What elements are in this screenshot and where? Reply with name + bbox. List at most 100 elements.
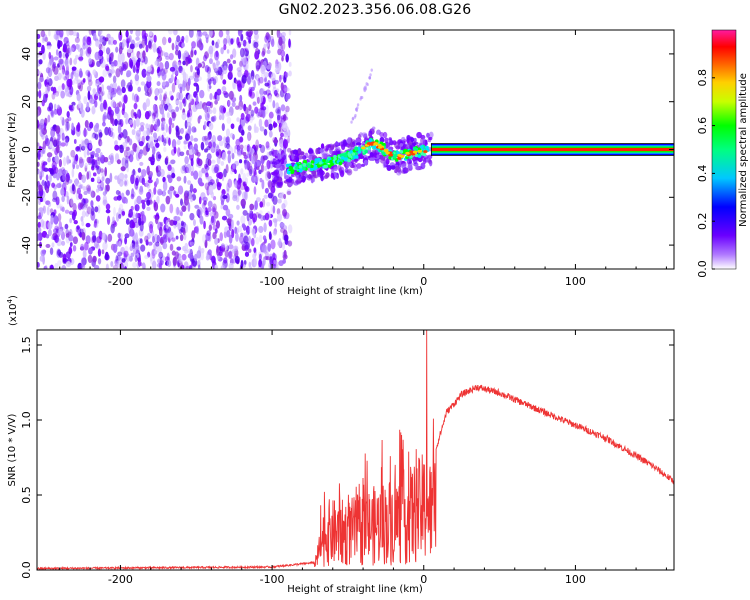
noise-speckle: [45, 174, 49, 181]
noise-speckle: [166, 111, 170, 119]
noise-speckle: [233, 245, 239, 251]
noise-speckle: [188, 30, 194, 38]
noise-speckle: [127, 36, 131, 42]
noise-speckle: [135, 30, 141, 38]
noise-speckle: [180, 211, 183, 217]
noise-speckle: [130, 174, 135, 185]
noise-speckle: [197, 177, 203, 185]
noise-speckle: [171, 138, 177, 149]
transition-speckle: [410, 137, 415, 143]
noise-speckle: [171, 172, 176, 179]
noise-speckle: [239, 47, 245, 58]
transition-speckle: [274, 149, 280, 156]
snr-x-tick-label: 0: [420, 573, 427, 586]
noise-speckle: [205, 172, 209, 178]
noise-speckle: [108, 39, 111, 45]
noise-speckle: [236, 204, 240, 210]
noise-speckle: [60, 142, 66, 147]
noise-speckle: [218, 171, 223, 180]
noise-speckle: [70, 197, 74, 207]
noise-speckle: [92, 108, 96, 114]
noise-speckle: [189, 212, 195, 221]
signal-hotspot: [409, 150, 414, 154]
noise-speckle: [142, 50, 146, 60]
noise-speckle: [166, 259, 172, 268]
signal-speckle: [310, 160, 315, 164]
transition-speckle: [315, 147, 319, 155]
noise-speckle: [43, 265, 48, 269]
noise-speckle: [105, 203, 111, 210]
noise-speckle: [236, 67, 242, 72]
noise-speckle: [182, 71, 187, 81]
noise-speckle: [96, 236, 102, 244]
noise-speckle: [55, 49, 59, 56]
noise-speckle: [62, 156, 67, 167]
noise-speckle: [171, 111, 177, 119]
noise-speckle: [223, 44, 227, 51]
noise-speckle: [83, 148, 87, 158]
noise-speckle: [90, 133, 95, 140]
noise-speckle: [37, 69, 40, 75]
noise-speckle: [193, 49, 197, 56]
noise-speckle: [278, 260, 284, 267]
noise-speckle: [141, 202, 146, 210]
noise-speckle: [212, 203, 217, 213]
noise-speckle: [269, 35, 275, 45]
noise-speckle: [125, 218, 130, 225]
noise-speckle: [88, 247, 93, 255]
noise-speckle: [69, 47, 75, 52]
noise-speckle: [168, 137, 171, 146]
spectrogram-x-tick-label: -100: [260, 275, 285, 288]
noise-speckle: [106, 184, 110, 192]
noise-speckle: [255, 61, 260, 69]
noise-speckle: [152, 110, 156, 116]
noise-speckle: [254, 161, 258, 171]
noise-speckle: [87, 142, 93, 151]
transition-speckle: [343, 139, 348, 147]
noise-speckle: [246, 172, 250, 177]
signal-speckle: [316, 164, 321, 168]
noise-speckle: [104, 251, 109, 261]
noise-speckle: [115, 189, 120, 195]
noise-speckle: [181, 35, 185, 43]
noise-speckle: [81, 231, 86, 241]
transition-speckle: [301, 155, 307, 160]
noise-speckle: [92, 255, 97, 263]
noise-speckle: [180, 165, 186, 174]
noise-speckle: [202, 200, 207, 207]
noise-speckle: [199, 89, 205, 99]
noise-speckle: [282, 139, 288, 149]
noise-speckle: [78, 56, 84, 61]
noise-speckle: [202, 54, 208, 62]
noise-speckle: [190, 158, 194, 167]
noise-speckle: [58, 158, 63, 168]
noise-speckle: [95, 147, 101, 154]
noise-speckle: [231, 228, 235, 239]
transition-speckle: [325, 172, 330, 178]
noise-speckle: [158, 61, 164, 72]
noise-speckle: [37, 81, 42, 90]
noise-speckle: [276, 94, 281, 99]
noise-speckle: [59, 58, 65, 67]
noise-speckle: [140, 81, 146, 86]
noise-speckle: [100, 180, 105, 191]
noise-speckle: [231, 101, 236, 107]
noise-speckle: [87, 71, 91, 78]
noise-speckle: [197, 76, 202, 81]
noise-speckle: [258, 225, 264, 234]
noise-speckle: [123, 178, 129, 187]
noise-speckle: [259, 234, 263, 243]
branch-speckle: [370, 68, 373, 72]
noise-speckle: [98, 95, 102, 101]
noise-speckle: [286, 190, 292, 196]
noise-speckle: [142, 102, 147, 111]
noise-speckle: [96, 164, 100, 170]
noise-speckle: [155, 177, 159, 185]
transition-speckle: [327, 144, 331, 148]
noise-speckle: [214, 237, 219, 245]
noise-speckle: [242, 210, 248, 216]
noise-speckle: [82, 205, 88, 210]
noise-speckle: [181, 52, 187, 61]
noise-speckle: [235, 138, 241, 147]
noise-speckle: [200, 247, 205, 254]
